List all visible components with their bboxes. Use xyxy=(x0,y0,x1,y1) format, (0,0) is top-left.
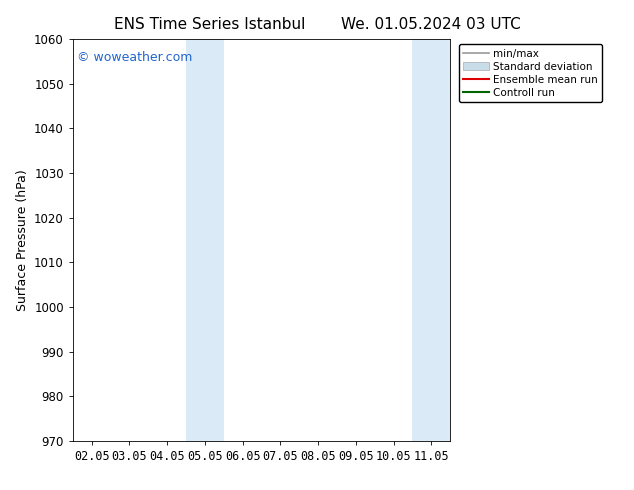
Bar xyxy=(413,39,450,441)
Legend: min/max, Standard deviation, Ensemble mean run, Controll run: min/max, Standard deviation, Ensemble me… xyxy=(459,45,602,102)
Y-axis label: Surface Pressure (hPa): Surface Pressure (hPa) xyxy=(16,169,29,311)
Bar xyxy=(186,39,224,441)
Text: We. 01.05.2024 03 UTC: We. 01.05.2024 03 UTC xyxy=(341,17,521,32)
Text: ENS Time Series Istanbul: ENS Time Series Istanbul xyxy=(113,17,305,32)
Text: © woweather.com: © woweather.com xyxy=(77,51,192,64)
